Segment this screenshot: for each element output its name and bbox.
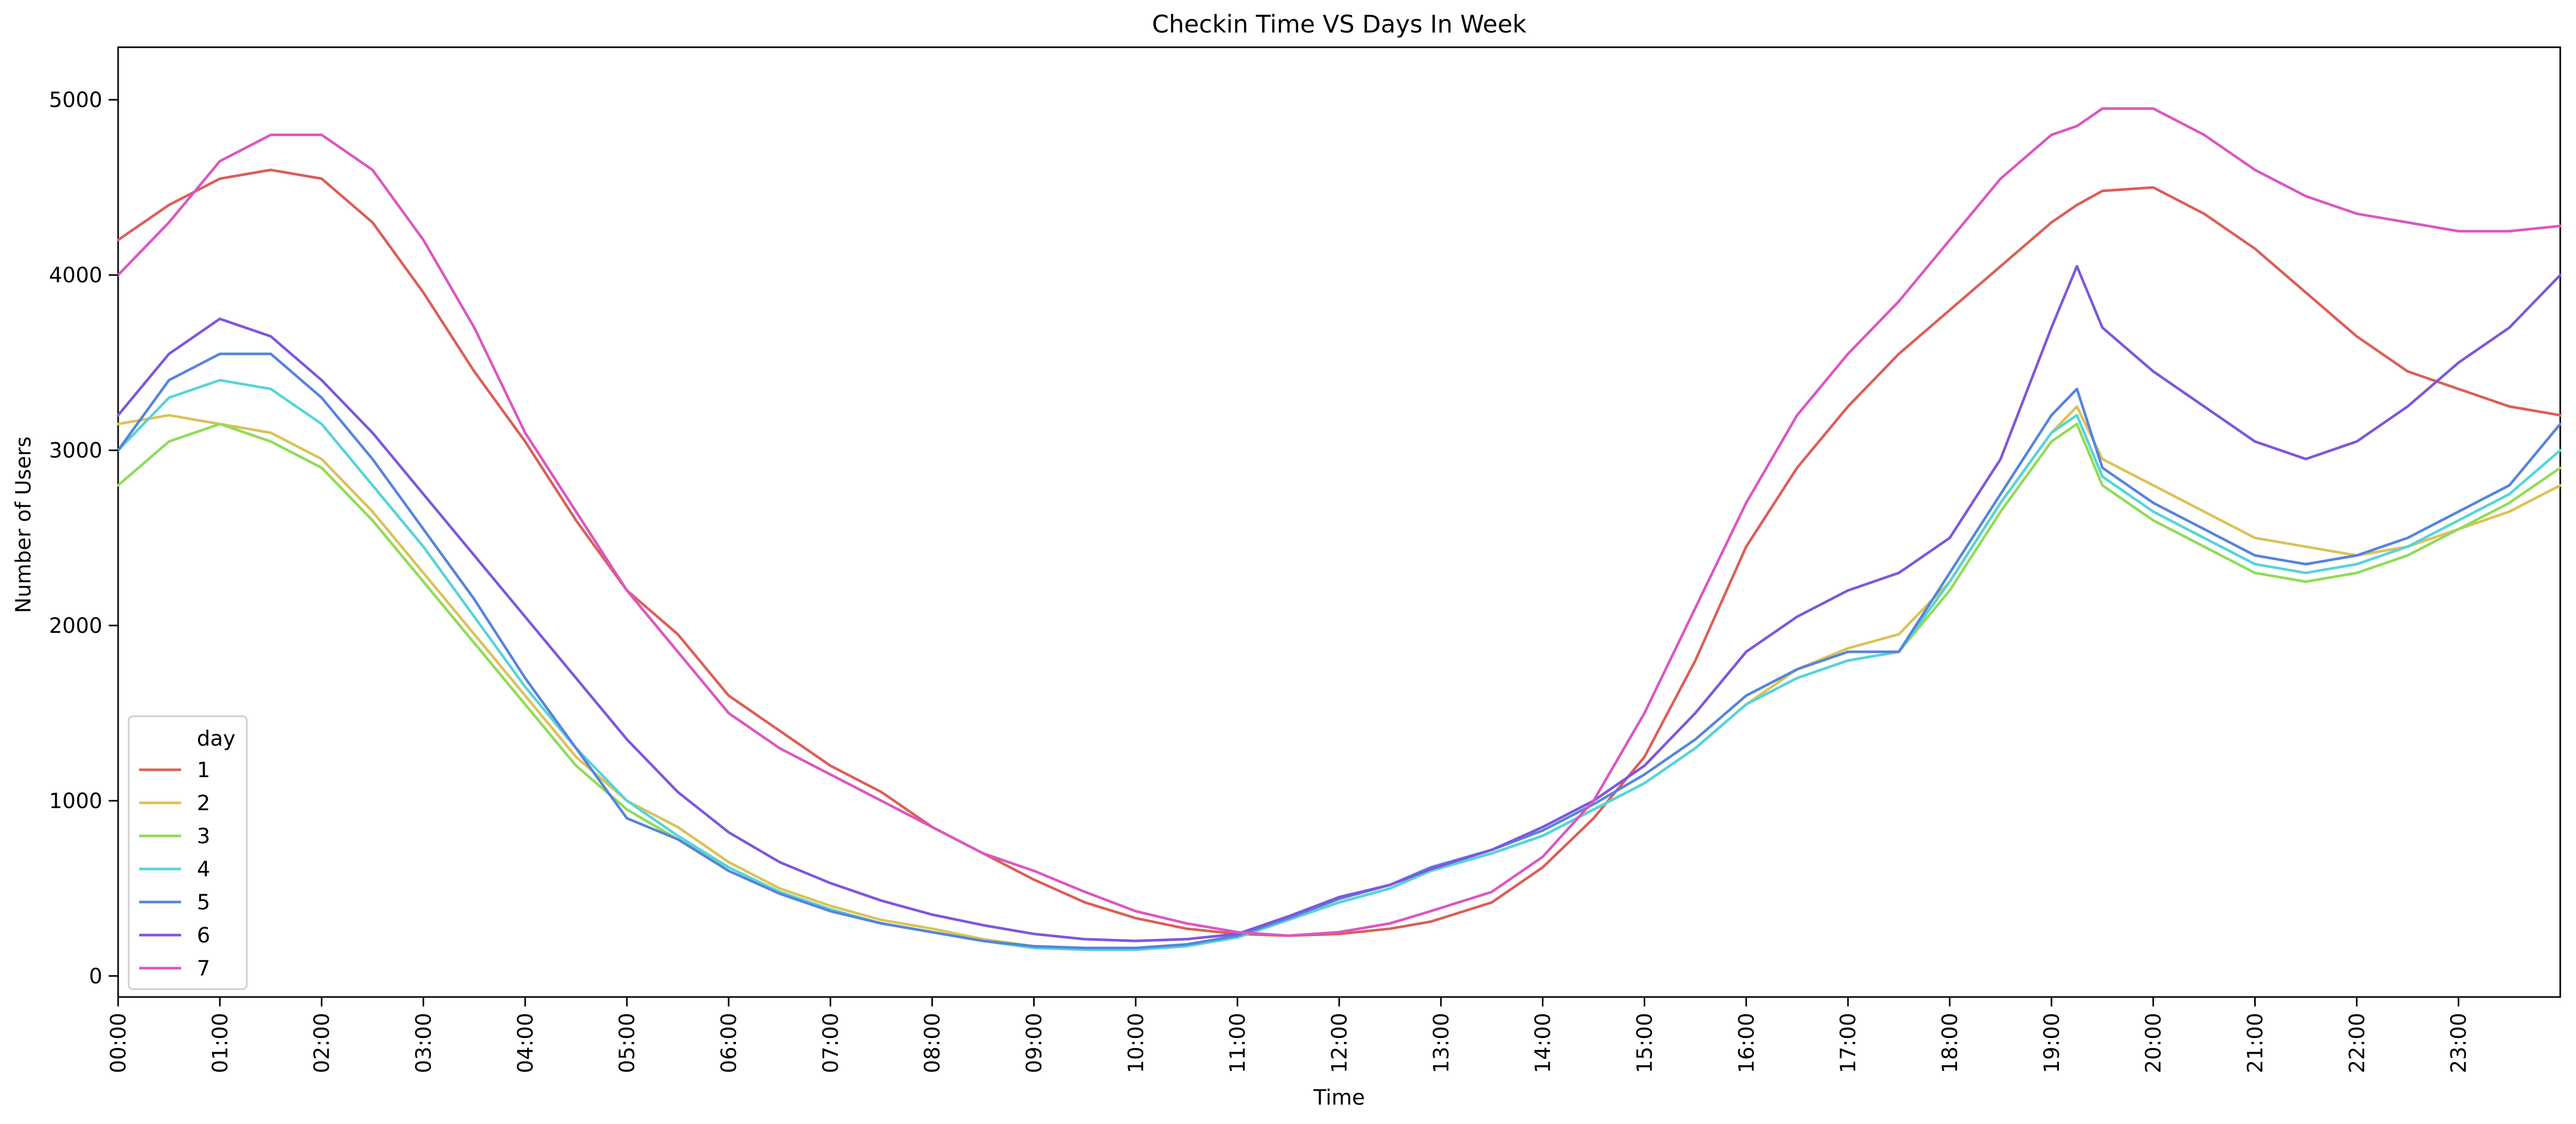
y-tick-label: 2000 [49,614,102,638]
x-tick-label: 10:00 [1124,1013,1148,1073]
x-tick-label: 03:00 [412,1013,436,1073]
legend-title: day [197,727,236,751]
x-tick-label: 13:00 [1429,1013,1454,1073]
x-tick-label: 06:00 [717,1013,741,1073]
x-tick-label: 00:00 [107,1013,131,1073]
y-tick-label: 4000 [49,263,102,288]
x-tick-label: 22:00 [2345,1013,2369,1073]
x-tick-label: 02:00 [310,1013,334,1073]
legend-label-day-3: 3 [197,824,210,849]
series-line-day-6 [117,264,2562,942]
y-axis-label: Number of Users [12,437,36,613]
x-tick-label: 08:00 [921,1013,945,1073]
legend: day 1 2 3 4 5 6 7 [128,715,248,990]
x-tick-label: 14:00 [1531,1013,1555,1073]
x-tick-label: 05:00 [615,1013,639,1073]
x-tick-label: 17:00 [1836,1013,1860,1073]
x-tick-label: 09:00 [1023,1013,1047,1073]
x-tick-label: 20:00 [2142,1013,2166,1073]
x-tick-label: 15:00 [1633,1013,1657,1073]
series-line-day-5 [117,352,2562,949]
series-line-day-3 [117,422,2562,951]
legend-label-day-2: 2 [197,791,210,815]
series-line-day-7 [117,107,2562,937]
x-tick-label: 07:00 [819,1013,843,1073]
legend-box [128,715,248,990]
y-axis: 0 1000 2000 3000 4000 5000 [49,88,118,989]
x-tick-label: 01:00 [208,1013,233,1073]
x-axis-label: Time [1313,1086,1365,1110]
legend-label-day-7: 7 [197,957,210,981]
chart-title: Checkin Time VS Days In Week [1152,10,1527,38]
x-tick-label: 11:00 [1226,1013,1250,1073]
x-axis: 00:00 01:00 02:00 03:00 04:00 05:00 06:00 07:00… [107,997,2471,1073]
series-line-day-2 [117,405,2562,949]
legend-label-day-6: 6 [197,924,210,948]
series-line-day-4 [117,379,2562,951]
y-tick-label: 1000 [49,789,102,813]
series-lines [117,107,2562,951]
x-tick-label: 18:00 [1938,1013,1962,1073]
y-tick-label: 5000 [49,88,102,112]
y-tick-label: 0 [89,964,102,989]
x-tick-label: 19:00 [2040,1013,2064,1073]
series-line-day-1 [117,168,2562,937]
legend-label-day-1: 1 [197,758,210,782]
legend-label-day-5: 5 [197,890,210,915]
plot-frame [117,46,2561,998]
x-tick-label: 12:00 [1328,1013,1352,1073]
plot-area [117,46,2561,998]
x-tick-label: 21:00 [2244,1013,2268,1073]
x-tick-label: 23:00 [2447,1013,2471,1073]
legend-label-day-4: 4 [197,857,210,882]
y-tick-label: 3000 [49,439,102,463]
x-tick-label: 16:00 [1734,1013,1759,1073]
x-tick-label: 04:00 [513,1013,538,1073]
